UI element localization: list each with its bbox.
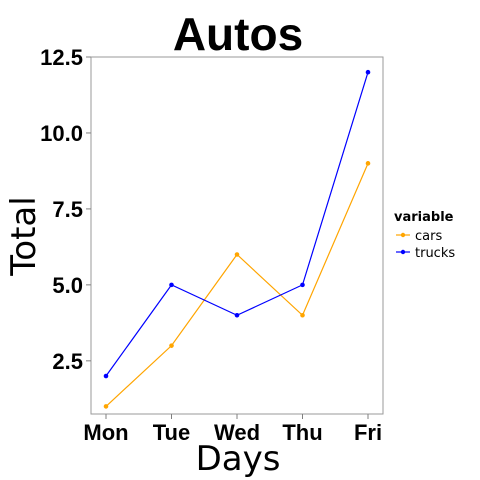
data-point-cars [103,404,109,409]
y-axis-label: Total [4,196,44,276]
data-point-cars [365,161,371,166]
x-tick-label: Fri [354,420,382,445]
legend-key-point-trucks [400,249,406,255]
y-axis: 2.5 5.0 7.5 10.0 12.5 [40,45,91,374]
data-point-trucks [103,373,109,379]
legend-label-cars: cars [415,229,442,244]
legend: variable cars trucks [394,210,455,261]
x-axis-label: Days [196,439,281,479]
data-point-trucks [169,282,174,288]
y-tick-label: 2.5 [52,349,83,374]
x-tick-label: Mon [83,420,128,445]
chart-title: Autos [173,8,303,60]
data-point-trucks [300,282,305,288]
y-tick-label: 5.0 [52,273,83,298]
data-point-trucks [365,69,371,75]
x-axis: Mon Tue Wed Thu Fri [83,414,382,445]
y-tick-label: 10.0 [40,121,83,146]
series-group [103,69,371,409]
data-point-cars [234,252,240,257]
x-tick-label: Thu [282,420,322,445]
legend-key-point-cars [400,232,406,238]
x-tick-label: Wed [214,420,260,445]
y-tick-label: 12.5 [40,45,83,70]
data-point-cars [300,312,305,318]
legend-label-trucks: trucks [415,246,455,261]
legend-title: variable [394,210,454,225]
x-tick-label: Tue [153,420,190,445]
plot-panel [90,56,384,415]
data-point-cars [169,343,174,348]
data-point-trucks [234,312,240,318]
y-tick-label: 7.5 [52,197,83,222]
